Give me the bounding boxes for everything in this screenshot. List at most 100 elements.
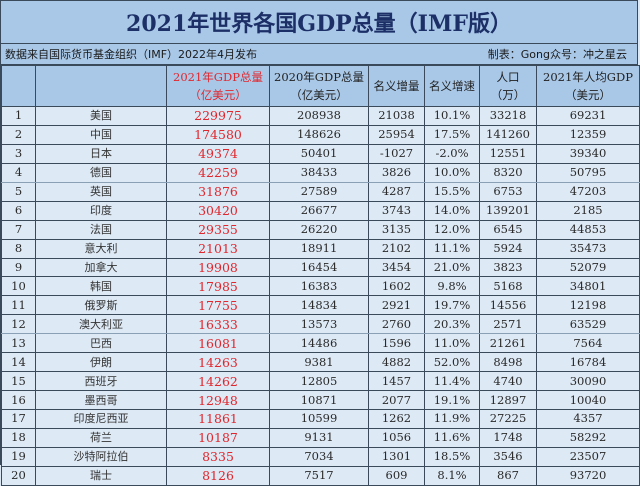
country-cell: 英国 [35,182,167,202]
gdp2021-cell: 21013 [166,239,270,259]
table-row: 4 德国 42259 38433 3826 10.0% 8320 50795 [1,163,640,183]
country-cell: 瑞士 [35,466,167,486]
population-cell: 8498 [479,352,537,373]
gdp2020-cell: 10599 [269,409,369,429]
gdp2020-cell: 7034 [269,447,369,467]
table-row: 8 意大利 21013 18911 2102 11.1% 5924 35473 [1,239,640,259]
table-row: 3 日本 49374 50401 -1027 -2.0% 12551 39340 [1,144,640,164]
population-cell: 12897 [479,390,537,410]
rank-cell: 4 [1,163,36,183]
gdp2021-cell: 14262 [166,371,270,392]
per-capita-cell: 16784 [536,352,640,373]
country-cell: 加拿大 [35,258,167,278]
country-cell: 美国 [35,106,167,126]
growth-cell: 8.1% [424,466,480,486]
header-gdp2020-unit: （亿美元） [290,88,348,102]
population-cell: 3546 [479,447,537,467]
increase-cell: 1056 [368,428,425,448]
per-capita-cell: 52079 [536,258,640,278]
population-cell: 6545 [479,220,537,240]
country-cell: 西班牙 [35,371,167,392]
gdp2021-cell: 17985 [166,276,270,297]
increase-cell: 609 [368,466,425,486]
increase-cell: 1301 [368,447,425,467]
country-cell: 意大利 [35,239,167,259]
gdp2020-cell: 16383 [269,276,369,297]
source-note: 数据来自国际货币基金组织（IMF）2022年4月发布 [5,48,258,61]
rank-cell: 16 [1,390,36,410]
increase-cell: 25954 [368,125,425,145]
gdp2020-cell: 18911 [269,239,369,259]
rank-cell: 2 [1,125,36,145]
gdp2020-cell: 14486 [269,333,369,354]
population-cell: 4740 [479,371,537,392]
population-cell: 8320 [479,163,537,183]
gdp2020-cell: 14834 [269,295,369,316]
increase-cell: 1602 [368,276,425,297]
table-row: 7 法国 29355 26220 3135 12.0% 6545 44853 [1,220,640,240]
increase-cell: 1262 [368,409,425,429]
population-cell: 2571 [479,314,537,335]
gdp2020-cell: 208938 [269,106,369,126]
per-capita-cell: 50795 [536,163,640,183]
growth-cell: 11.1% [424,239,480,259]
gdp2020-cell: 26677 [269,201,369,221]
gdp2021-cell: 229975 [166,106,270,126]
per-capita-cell: 30090 [536,371,640,392]
rank-cell: 19 [1,447,36,467]
rank-cell: 5 [1,182,36,202]
header-nominal-growth: 名义增速 [424,65,480,107]
population-cell: 21261 [479,333,537,354]
header-rank [1,65,36,107]
population-cell: 27225 [479,409,537,429]
gdp2020-cell: 27589 [269,182,369,202]
gdp2021-cell: 30420 [166,201,270,221]
per-capita-cell: 39340 [536,144,640,164]
header-gdp2020: 2020年GDP总量 （亿美元） [269,65,369,107]
rank-cell: 17 [1,409,36,429]
country-cell: 印度 [35,201,167,221]
rank-cell: 6 [1,201,36,221]
rank-cell: 7 [1,220,36,240]
table-row: 10 韩国 17985 16383 1602 9.8% 5168 34801 [1,276,640,297]
growth-cell: 11.4% [424,371,480,392]
rank-cell: 10 [1,276,36,297]
population-cell: 14556 [479,295,537,316]
population-cell: 867 [479,466,537,486]
header-gdp2021: 2021年GDP总量 （亿美元） [166,65,270,107]
gdp2021-cell: 16333 [166,314,270,335]
country-cell: 中国 [35,125,167,145]
table-row: 14 伊朗 14263 9381 4882 52.0% 8498 16784 [1,352,640,373]
growth-cell: -2.0% [424,144,480,164]
increase-cell: -1027 [368,144,425,164]
header-population-label: 人口 [496,70,520,84]
gdp2021-cell: 10187 [166,428,270,448]
table-row: 19 沙特阿拉伯 8335 7034 1301 18.5% 3546 23507 [1,447,640,467]
country-cell: 日本 [35,144,167,164]
country-cell: 德国 [35,163,167,183]
population-cell: 33218 [479,106,537,126]
table-row: 17 印度尼西亚 11861 10599 1262 11.9% 27225 4357 [1,409,640,429]
country-cell: 伊朗 [35,352,167,373]
country-cell: 韩国 [35,276,167,297]
increase-cell: 1457 [368,371,425,392]
header-row: 2021年GDP总量 （亿美元） 2020年GDP总量 （亿美元） 名义增量 名义增… [1,65,640,107]
gdp2020-cell: 26220 [269,220,369,240]
country-cell: 印度尼西亚 [35,409,167,429]
per-capita-cell: 4357 [536,409,640,429]
table-row: 6 印度 30420 26677 3743 14.0% 139201 2185 [1,201,640,221]
gdp2021-cell: 8335 [166,447,270,467]
growth-cell: 52.0% [424,352,480,373]
gdp2020-cell: 13573 [269,314,369,335]
increase-cell: 3454 [368,258,425,278]
rank-cell: 8 [1,239,36,259]
rank-cell: 3 [1,144,36,164]
rank-cell: 13 [1,333,36,354]
gdp2020-cell: 16454 [269,258,369,278]
gdp2021-cell: 8126 [166,466,270,486]
gdp2021-cell: 14263 [166,352,270,373]
gdp2021-cell: 42259 [166,163,270,183]
per-capita-cell: 63529 [536,314,640,335]
gdp2021-cell: 49374 [166,144,270,164]
